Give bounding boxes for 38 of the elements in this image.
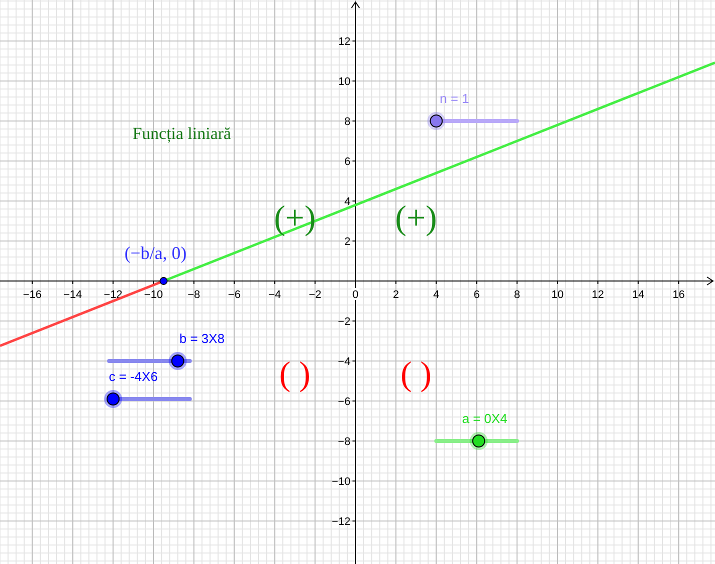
annotation: ( ) [279, 356, 310, 393]
x-tick-label: 12 [592, 289, 604, 301]
y-tick-label: −12 [332, 516, 350, 528]
x-tick-label: −8 [188, 289, 200, 301]
x-tick-label: 0 [352, 289, 359, 301]
y-tick-label: 12 [338, 36, 350, 48]
y-tick-label: 10 [338, 76, 350, 88]
x-tick-label: 6 [474, 289, 480, 301]
x-tick-label: −16 [22, 289, 42, 301]
annotation: (+) [395, 200, 437, 237]
y-tick-label: −2 [338, 316, 350, 328]
annotation: ( ) [400, 356, 432, 393]
annotation: (−b/a, 0) [124, 243, 187, 263]
annotation: n = 1 [440, 91, 470, 106]
y-tick-label: −6 [338, 396, 350, 408]
x-tick-label: −14 [63, 289, 82, 301]
x-tick-label: 4 [433, 289, 440, 301]
x-tick-label: 10 [551, 289, 564, 301]
x-tick-label: −4 [268, 289, 281, 301]
y-tick-label: 4 [344, 196, 350, 208]
x-tick-label: 8 [514, 289, 520, 301]
x-tick-label: −6 [228, 289, 241, 301]
y-tick-label: −4 [338, 356, 350, 368]
text: Funcția liniară [132, 124, 232, 143]
y-tick-label: 6 [344, 156, 350, 168]
annotation: c = -4X6 [108, 369, 158, 384]
annotation: b = 3X8 [179, 331, 225, 346]
x-tick-label: 16 [672, 289, 685, 301]
x-tick-label: 14 [632, 289, 644, 301]
x-tick-label: 2 [392, 289, 399, 301]
y-tick-label: −10 [332, 476, 350, 488]
x-tick-label: −10 [144, 289, 163, 301]
y-tick-label: 2 [344, 236, 350, 248]
annotation: (+) [274, 200, 316, 237]
x-tick-label: −2 [308, 289, 322, 301]
annotation: a = 0X4 [462, 411, 508, 426]
y-tick-label: 8 [344, 116, 350, 128]
y-tick-label: −8 [338, 436, 350, 448]
